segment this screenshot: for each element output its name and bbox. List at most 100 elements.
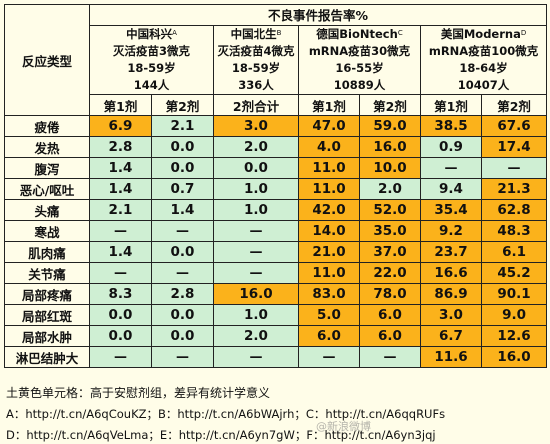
value-cell: 59.0: [359, 115, 421, 137]
value-cell: 0.0: [89, 304, 152, 326]
value-cell: 67.6: [480, 115, 548, 137]
value-cell: 6.9: [89, 115, 152, 137]
value-cell: 6.0: [359, 304, 421, 326]
value-cell: —: [213, 241, 299, 263]
group-ref: D: [520, 29, 527, 37]
value-cell: —: [151, 346, 214, 368]
group-header-biontech: 德国BioNtechC mRNA疫苗30微克 16-55岁 10889人: [298, 25, 421, 95]
group-n: 144人: [133, 78, 170, 92]
value-cell: —: [213, 262, 299, 284]
value-cell: 1.0: [213, 178, 299, 200]
value-cell: 0.0: [89, 325, 152, 347]
table-row: 寒战 — — —14.0 35.0 9.2 48.3: [4, 220, 548, 242]
value-cell: 2.0: [213, 136, 299, 158]
reaction-label: 发热: [4, 136, 90, 158]
value-cell: 1.0: [213, 199, 299, 221]
value-cell: 6.1: [480, 241, 548, 263]
value-cell: 16.0: [213, 283, 299, 305]
main-header: 不良事件报告率%: [88, 4, 548, 26]
table-row: 腹泻 1.4 0.0 0.0 11.0 10.0— —: [4, 157, 548, 179]
value-cell: 3.0: [213, 115, 299, 137]
value-cell: 2.1: [151, 115, 214, 137]
value-cell: 21.3: [480, 178, 548, 200]
value-cell: 37.0: [359, 241, 421, 263]
value-cell: 16.0: [480, 346, 548, 368]
value-cell: 0.0: [213, 157, 299, 179]
reaction-label: 关节痛: [4, 262, 90, 284]
value-cell: 2.0: [359, 178, 421, 200]
value-cell: 35.0: [359, 220, 421, 242]
value-cell: 1.4: [89, 241, 152, 263]
reference-links-1: A：http://t.cn/A6qCouKZ；B：http://t.cn/A6b…: [6, 407, 446, 421]
value-cell: 2.1: [89, 199, 152, 221]
value-cell: 47.0: [298, 115, 360, 137]
value-cell: —: [151, 262, 214, 284]
legend-note: 土黄色单元格：高于安慰剂组，差异有统计学意义: [6, 386, 271, 400]
value-cell: 90.1: [480, 283, 548, 305]
value-cell: —: [213, 346, 299, 368]
group-n: 10889人: [333, 78, 386, 92]
value-cell: —: [298, 346, 360, 368]
reaction-label: 头痛: [4, 199, 90, 221]
table-row: 局部红斑 0.0 0.0 1.0 5.0 6.0 3.0 9.0: [4, 304, 548, 326]
reaction-label: 局部疼痛: [4, 283, 90, 305]
dose-header: 第2剂: [359, 94, 421, 116]
value-cell: 3.0: [420, 304, 482, 326]
value-cell: 6.0: [359, 325, 421, 347]
reaction-label: 恶心/呕吐: [4, 178, 90, 200]
value-cell: 11.0: [298, 157, 360, 179]
reaction-label: 局部红斑: [4, 304, 90, 326]
value-cell: 0.0: [151, 325, 214, 347]
table-row: 淋巴结肿大 — — — — —11.6 16.0: [4, 346, 548, 368]
value-cell: 0.0: [151, 241, 214, 263]
table-row: 恶心/呕吐 1.4 0.7 1.0 11.0 2.0 9.4 21.3: [4, 178, 548, 200]
group-age: 18-59岁: [231, 61, 281, 75]
value-cell: 11.6: [420, 346, 482, 368]
value-cell: 21.0: [298, 241, 360, 263]
value-cell: 1.4: [89, 157, 152, 179]
group-age: 18-59岁: [127, 61, 176, 75]
value-cell: 2.0: [213, 325, 299, 347]
dose-header: 第2剂: [151, 94, 214, 116]
value-cell: 0.7: [151, 178, 214, 200]
value-cell: 0.9: [420, 136, 482, 158]
table-row: 发热 2.8 0.0 2.0 4.0 16.0 0.9 17.4: [4, 136, 548, 158]
value-cell: 2.8: [151, 283, 214, 305]
group-name: 美国Moderna: [440, 27, 521, 41]
value-cell: 45.2: [480, 262, 548, 284]
value-cell: 35.4: [420, 199, 482, 221]
value-cell: 23.7: [420, 241, 482, 263]
table-row: 关节痛 — — —11.0 22.0 16.6 45.2: [4, 262, 548, 284]
value-cell: 22.0: [359, 262, 421, 284]
value-cell: 9.4: [420, 178, 482, 200]
value-cell: 52.0: [359, 199, 421, 221]
value-cell: —: [89, 346, 152, 368]
value-cell: 6.7: [420, 325, 482, 347]
reaction-label: 肌肉痛: [4, 241, 90, 263]
dose-header: 第1剂: [89, 94, 152, 116]
adverse-events-table: 反应类型 不良事件报告率% 中国科兴A 灭活疫苗3微克 18-59岁 144人 …: [4, 4, 548, 368]
value-cell: 78.0: [359, 283, 421, 305]
value-cell: 8.3: [89, 283, 152, 305]
value-cell: 10.0: [359, 157, 421, 179]
value-cell: 17.4: [480, 136, 548, 158]
value-cell: 38.5: [420, 115, 482, 137]
table-row: 疲倦 6.9 2.1 3.0 47.0 59.0 38.5 67.6: [4, 115, 548, 137]
value-cell: 42.0: [298, 199, 360, 221]
value-cell: —: [89, 220, 152, 242]
watermark: @新浪微博: [316, 420, 371, 433]
value-cell: —: [420, 157, 482, 179]
value-cell: 16.0: [359, 136, 421, 158]
group-header-moderna: 美国ModernaD mRNA疫苗100微克 18-64岁 10407人: [419, 25, 548, 95]
value-cell: 86.9: [420, 283, 482, 305]
group-vaccine: mRNA疫苗100微克: [428, 44, 539, 58]
table-row: 肌肉痛 1.4 0.0—21.0 37.0 23.7 6.1: [4, 241, 548, 263]
table-body: 疲倦 6.9 2.1 3.0 47.0 59.0 38.5 67.6 发热 2.8 0.0 2.0 4.…: [4, 115, 548, 368]
value-cell: 2.8: [89, 136, 152, 158]
dose-header: 第1剂: [298, 94, 360, 116]
group-ref: A: [172, 29, 177, 37]
value-cell: 9.2: [420, 220, 482, 242]
table-row: 头痛 2.1 1.4 1.0 42.0 52.0 35.4 62.8: [4, 199, 548, 221]
value-cell: 83.0: [298, 283, 360, 305]
